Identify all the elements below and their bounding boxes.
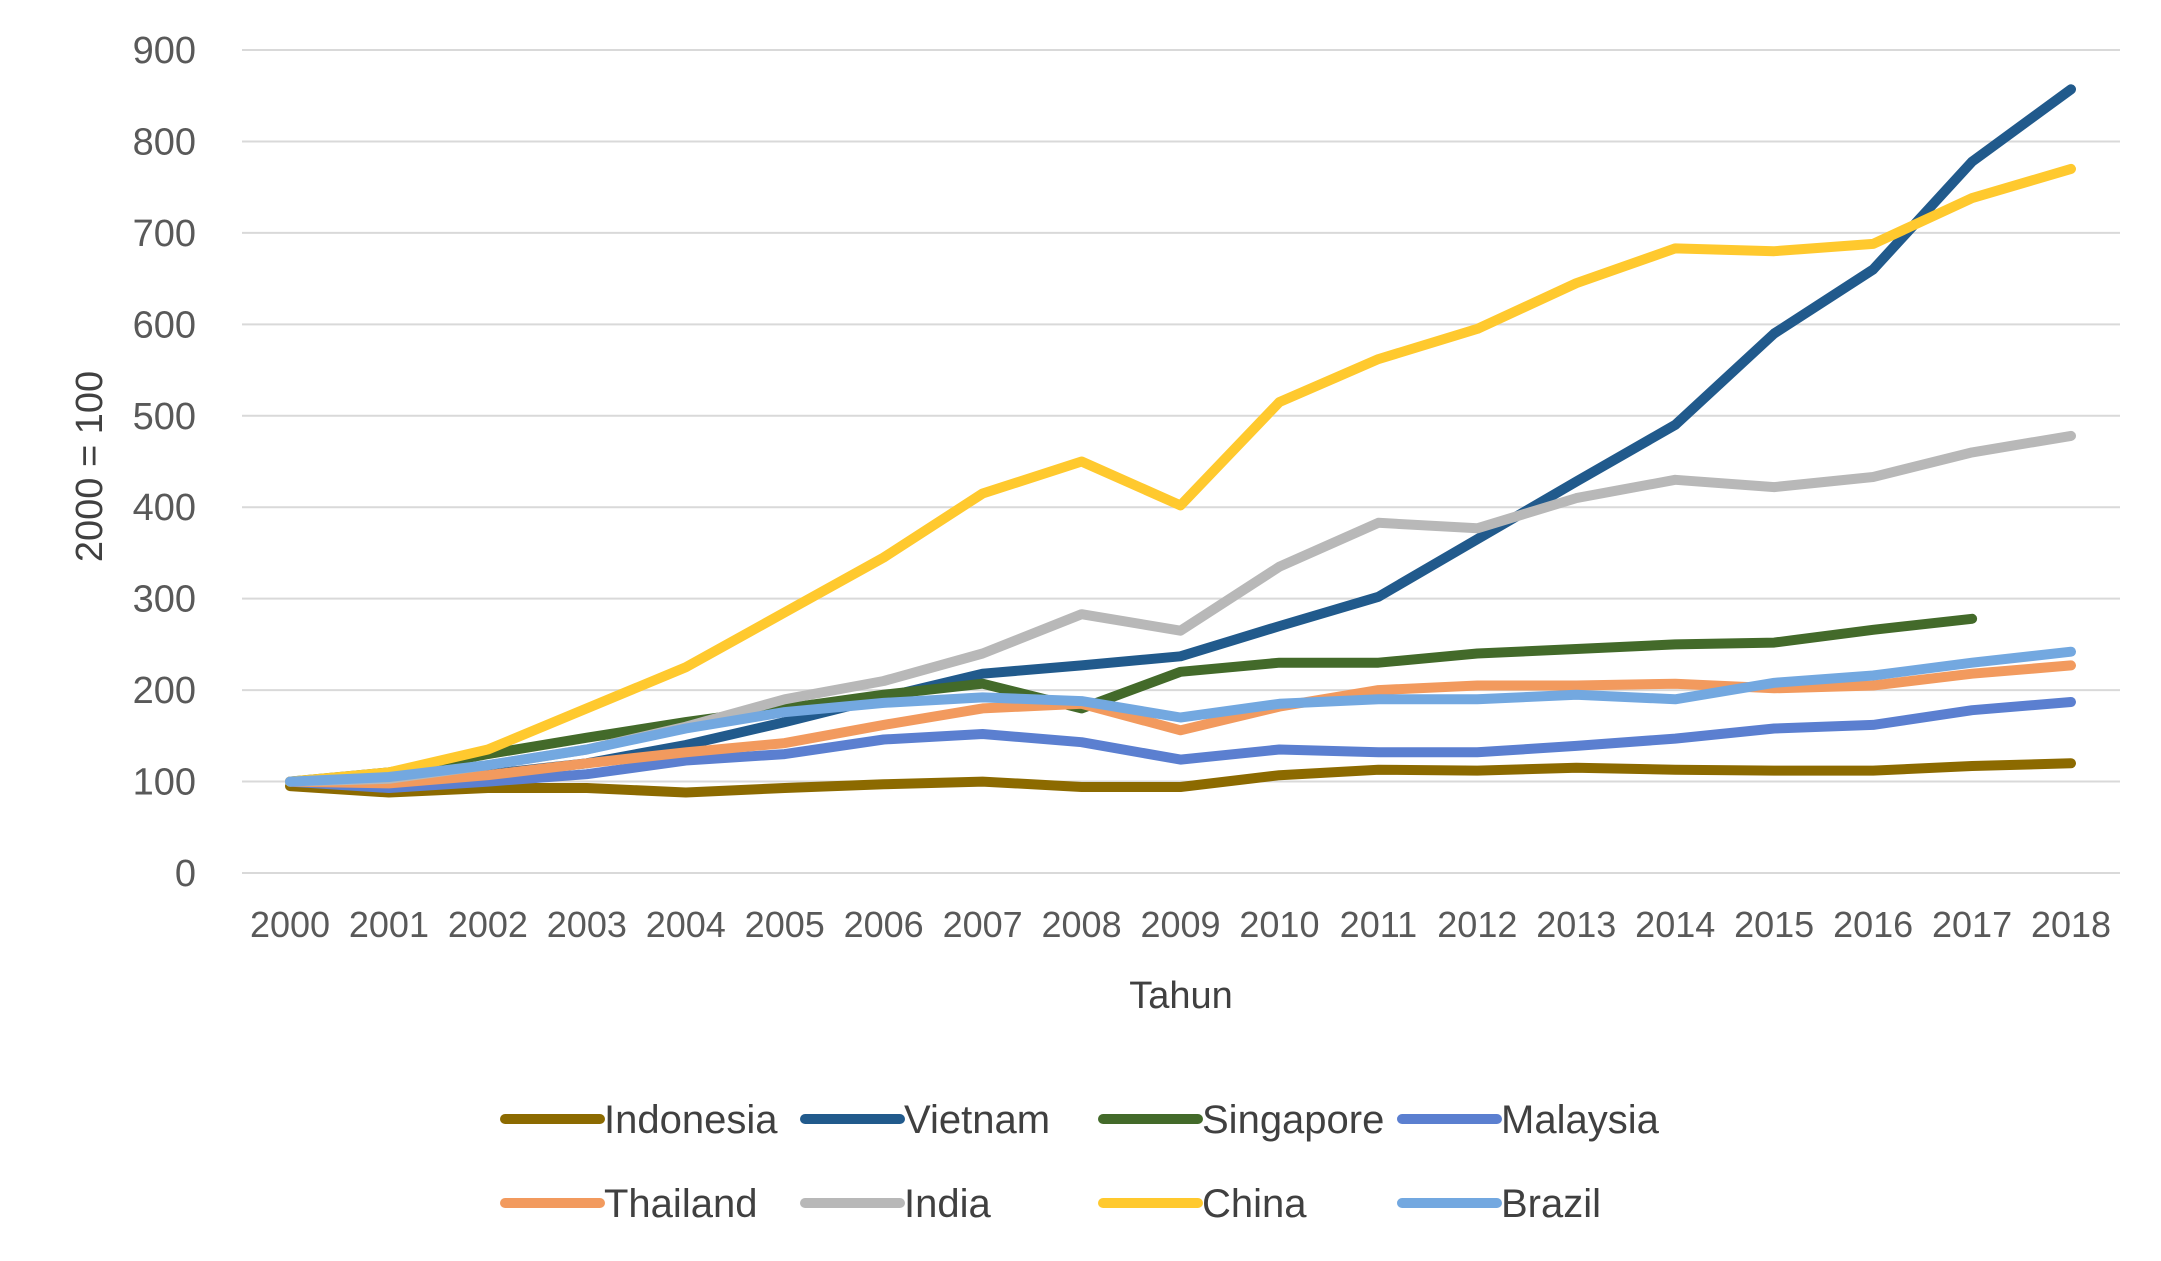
x-tick-label: 2005 [745,904,825,945]
legend-label: Singapore [1202,1098,1384,1142]
legend-item-china: China [1098,1182,1307,1226]
x-tick-label: 2007 [943,904,1023,945]
x-tick-label: 2014 [1635,904,1715,945]
series-lines [285,84,2076,798]
x-tick-label: 2015 [1734,904,1814,945]
x-tick-label: 2016 [1833,904,1913,945]
y-tick-labels: 0 100 200 300 400 500 600 700 800 900 [133,30,196,895]
x-tick-label: 2000 [250,904,330,945]
legend: Indonesia Vietnam Singapore Malaysia Thailan… [500,1098,1660,1226]
x-tick-label: 2010 [1239,904,1319,945]
y-tick-label: 0 [175,853,196,895]
legend-item-india: India [800,1182,991,1226]
y-tick-label: 800 [133,121,196,163]
x-axis-title: Tahun [1129,975,1233,1017]
legend-label: Indonesia [604,1098,778,1142]
x-tick-label: 2017 [1932,904,2012,945]
legend-label: Malaysia [1501,1098,1660,1142]
legend-label: Brazil [1501,1182,1601,1226]
legend-item-malaysia: Malaysia [1397,1098,1660,1142]
y-tick-label: 700 [133,213,196,255]
y-tick-label: 400 [133,487,196,529]
series-line-indonesia [285,758,2076,798]
legend-item-singapore: Singapore [1098,1098,1384,1142]
legend-item-brazil: Brazil [1397,1182,1601,1226]
x-tick-label: 2002 [448,904,528,945]
x-tick-label: 2006 [844,904,924,945]
y-tick-label: 600 [133,304,196,346]
x-tick-labels: 2000 2001 2002 2003 2004 2005 2006 2007 2008 2009… [250,904,2111,945]
x-tick-label: 2013 [1536,904,1616,945]
x-tick-label: 2008 [1042,904,1122,945]
legend-label: India [904,1182,991,1226]
x-tick-label: 2001 [349,904,429,945]
x-tick-label: 2003 [547,904,627,945]
y-axis-title: 2000 = 100 [69,371,111,562]
gridlines [242,49,2120,783]
x-tick-label: 2018 [2031,904,2111,945]
x-tick-label: 2012 [1437,904,1517,945]
y-tick-label: 300 [133,579,196,621]
series-line-brazil [285,646,2076,787]
legend-label: Vietnam [904,1098,1050,1142]
legend-label: China [1202,1182,1307,1226]
series-line-thailand [285,660,2076,789]
legend-item-vietnam: Vietnam [800,1098,1050,1142]
legend-item-indonesia: Indonesia [500,1098,778,1142]
series-line-singapore [285,613,1978,787]
y-tick-label: 500 [133,396,196,438]
series-line-china [285,163,2076,787]
legend-item-thailand: Thailand [500,1182,757,1226]
legend-label: Thailand [604,1182,757,1226]
y-tick-label: 900 [133,30,196,72]
y-tick-label: 100 [133,762,196,804]
x-tick-label: 2009 [1140,904,1220,945]
x-tick-label: 2011 [1340,904,1417,945]
y-tick-label: 200 [133,670,196,712]
x-tick-label: 2004 [646,904,726,945]
series-line-malaysia [285,697,2076,793]
